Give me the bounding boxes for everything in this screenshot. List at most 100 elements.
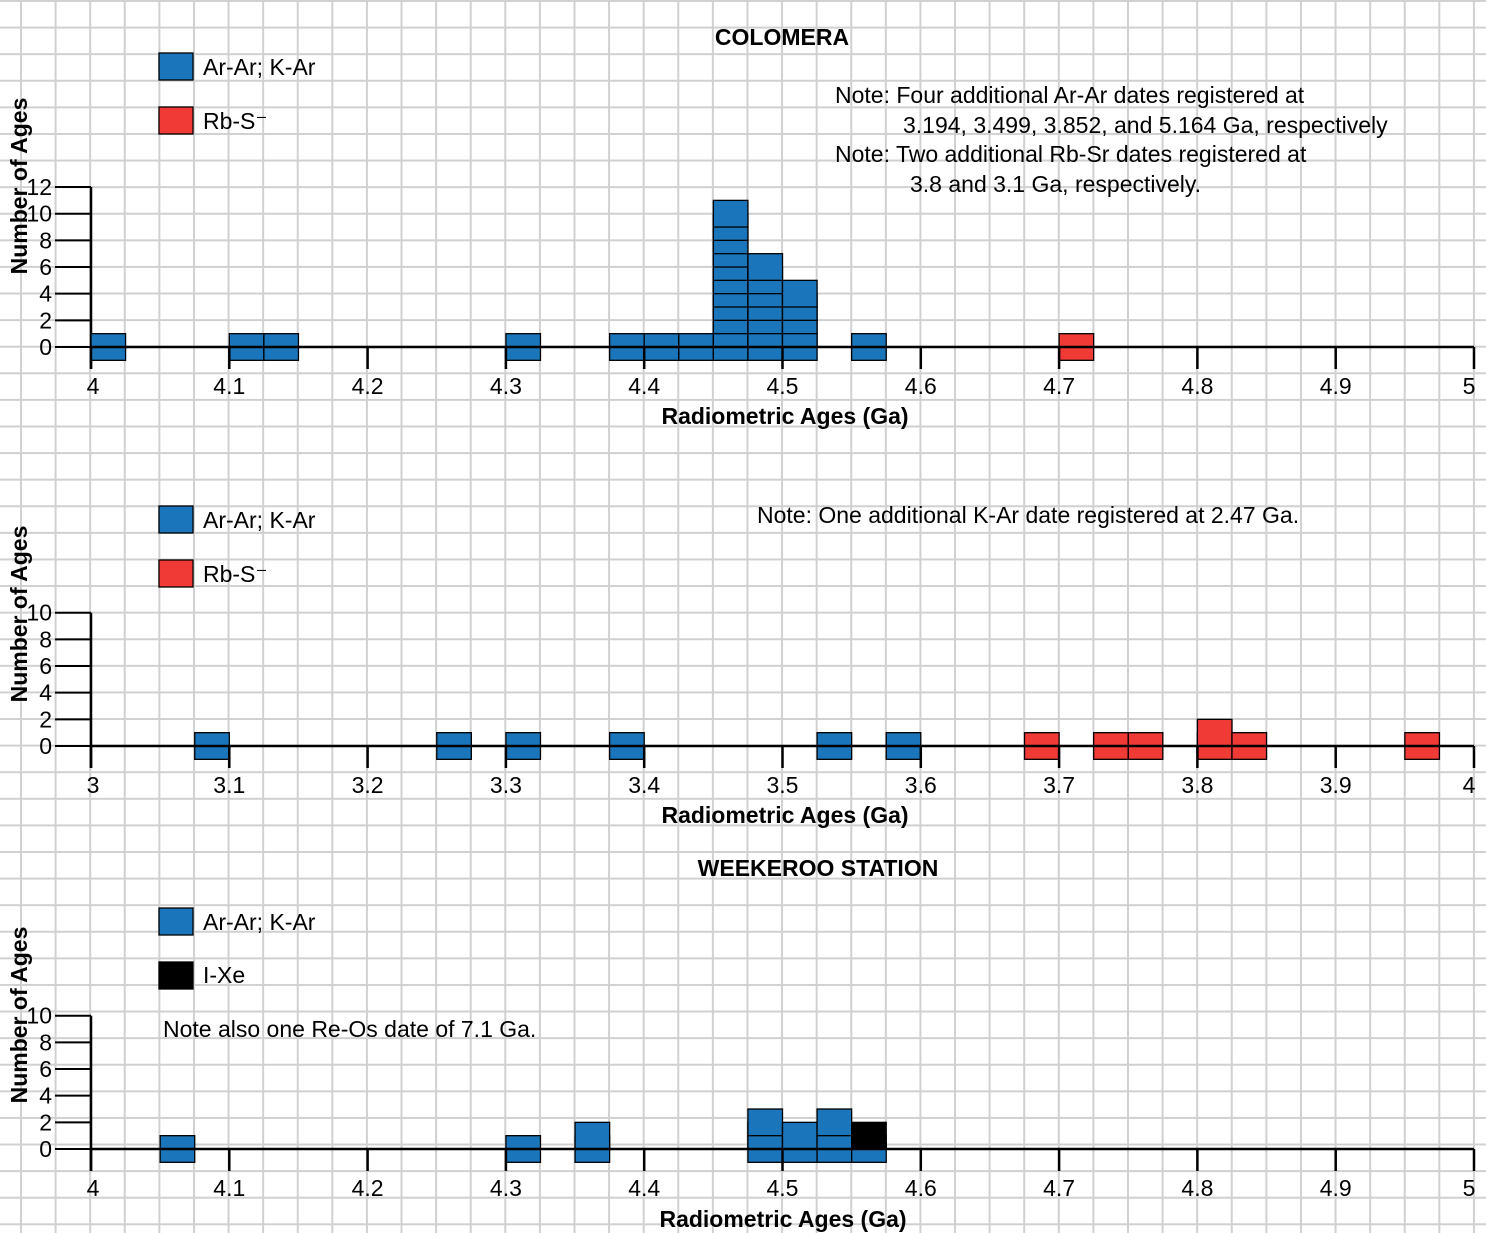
histogram-cell (747, 253, 784, 282)
legend-swatch-ar-ar (158, 505, 194, 534)
y-axis-label: Number of Ages (6, 526, 32, 703)
x-tick-label: 3.6 (905, 772, 937, 798)
legend-swatch-ar-ar (158, 52, 194, 81)
x-tick-label: 3.3 (490, 772, 522, 798)
y-tick-label: 0 (39, 733, 52, 759)
x-tick-label: 4.6 (905, 1175, 937, 1201)
y-tick-label: 2 (39, 307, 52, 333)
notes: Note: Four additional Ar-Ar dates regist… (835, 82, 1388, 197)
x-tick-label: 4.9 (1320, 1175, 1352, 1201)
y-tick-label: 8 (39, 1029, 52, 1055)
x-tick-label: 3 (87, 772, 100, 798)
x-tick-label: 4.6 (905, 373, 937, 399)
x-tick-label: 4.5 (767, 373, 799, 399)
x-tick-label: 3.5 (767, 772, 799, 798)
legend-label-rb-sr: Rb-S⁻ (203, 108, 268, 134)
legend-swatch-i-xe (158, 961, 194, 990)
y-tick-label: 0 (39, 1136, 52, 1162)
x-tick-label: 4 (87, 373, 100, 399)
rb-sr-chart: Number of Ages Radiometric Ages (Ga) Ar-… (6, 502, 1476, 828)
x-axis-label: Radiometric Ages (Ga) (659, 1206, 906, 1232)
x-tick-label: 4.8 (1181, 373, 1213, 399)
x-axis-label: Radiometric Ages (Ga) (661, 403, 908, 429)
legend-label-ar-ar: Ar-Ar; K-Ar (203, 54, 316, 80)
note-line: Note also one Re-Os date of 7.1 Ga. (163, 1016, 536, 1042)
y-tick-label: 6 (39, 653, 52, 679)
x-tick-label: 4.7 (1043, 1175, 1075, 1201)
y-tick-label: 2 (39, 1109, 52, 1135)
x-tick-label: 4 (1463, 772, 1476, 798)
x-tick-label: 4.2 (352, 373, 384, 399)
histogram-cell (781, 279, 818, 308)
x-tick-label: 4.7 (1043, 373, 1075, 399)
x-tick-label: 4 (87, 1175, 100, 1201)
histogram-cell (781, 1121, 818, 1150)
x-tick-label: 3.8 (1181, 772, 1213, 798)
histogram-cell (1196, 718, 1233, 747)
x-tick-label: 4.9 (1320, 373, 1352, 399)
legend-label-ar-ar: Ar-Ar; K-Ar (203, 909, 316, 935)
chart-title: WEEKEROO STATION (698, 855, 939, 881)
legend-label-rb-sr: Rb-S⁻ (203, 561, 268, 587)
x-tick-label: 3.2 (352, 772, 384, 798)
y-tick-label: 8 (39, 227, 52, 253)
y-tick-label: 0 (39, 334, 52, 360)
x-tick-label: 4.5 (767, 1175, 799, 1201)
legend: Ar-Ar; K-Ar Rb-S⁻ (158, 505, 316, 588)
weekeroo-station-chart: WEEKEROO STATION Number of Ages Radiomet… (6, 855, 1475, 1232)
notes: Note: One additional K-Ar date registere… (757, 502, 1299, 528)
x-tick-label: 4.3 (490, 1175, 522, 1201)
x-tick-label: 3.7 (1043, 772, 1075, 798)
y-tick-label: 4 (39, 1083, 52, 1109)
note-line: Note: Four additional Ar-Ar dates regist… (835, 82, 1305, 108)
x-tick-label: 4.1 (213, 373, 245, 399)
histogram-cell (574, 1121, 611, 1150)
note-line: 3.8 and 3.1 Ga, respectively. (910, 171, 1201, 197)
histogram-cell (816, 1108, 853, 1137)
legend-swatch-ar-ar (158, 907, 194, 936)
y-tick-label: 12 (26, 174, 52, 200)
note-line: 3.194, 3.499, 3.852, and 5.164 Ga, respe… (903, 112, 1388, 138)
x-tick-label: 4.3 (490, 373, 522, 399)
legend-label-i-xe: I-Xe (203, 962, 245, 988)
notes: Note also one Re-Os date of 7.1 Ga. (163, 1016, 536, 1042)
y-tick-label: 10 (26, 600, 52, 626)
legend: Ar-Ar; K-Ar Rb-S⁻ (158, 52, 316, 135)
colomera-chart: COLOMERA Number of Ages Radiometric Ages… (6, 24, 1475, 429)
x-tick-label: 5 (1463, 373, 1476, 399)
histogram-cell (851, 1121, 887, 1150)
x-tick-label: 4.4 (628, 1175, 660, 1201)
legend-swatch-rb-sr (158, 106, 194, 135)
y-tick-label: 10 (26, 201, 52, 227)
y-tick-label: 10 (26, 1003, 52, 1029)
legend-label-ar-ar: Ar-Ar; K-Ar (203, 507, 316, 533)
x-tick-label: 4.1 (213, 1175, 245, 1201)
y-tick-label: 6 (39, 1056, 52, 1082)
y-tick-label: 4 (39, 680, 52, 706)
x-axis-label: Radiometric Ages (Ga) (661, 802, 908, 828)
y-tick-label: 6 (39, 254, 52, 280)
x-tick-label: 3.4 (628, 772, 660, 798)
y-axis-label: Number of Ages (6, 98, 32, 275)
chart-title: COLOMERA (715, 24, 849, 50)
y-tick-label: 8 (39, 626, 52, 652)
note-line: Note: One additional K-Ar date registere… (757, 502, 1299, 528)
y-tick-label: 4 (39, 281, 52, 307)
x-tick-label: 4.2 (352, 1175, 384, 1201)
y-tick-label: 2 (39, 706, 52, 732)
histogram-cell (747, 1108, 784, 1137)
x-tick-label: 3.1 (213, 772, 245, 798)
note-line: Note: Two additional Rb-Sr dates registe… (835, 141, 1307, 167)
y-axis-label: Number of Ages (6, 927, 32, 1104)
histogram-cell (712, 199, 749, 228)
legend-swatch-rb-sr (158, 559, 194, 588)
x-tick-label: 5 (1463, 1175, 1476, 1201)
x-tick-label: 4.8 (1181, 1175, 1213, 1201)
x-tick-label: 4.4 (628, 373, 660, 399)
x-tick-label: 3.9 (1320, 772, 1352, 798)
legend: Ar-Ar; K-Ar I-Xe (158, 907, 316, 990)
